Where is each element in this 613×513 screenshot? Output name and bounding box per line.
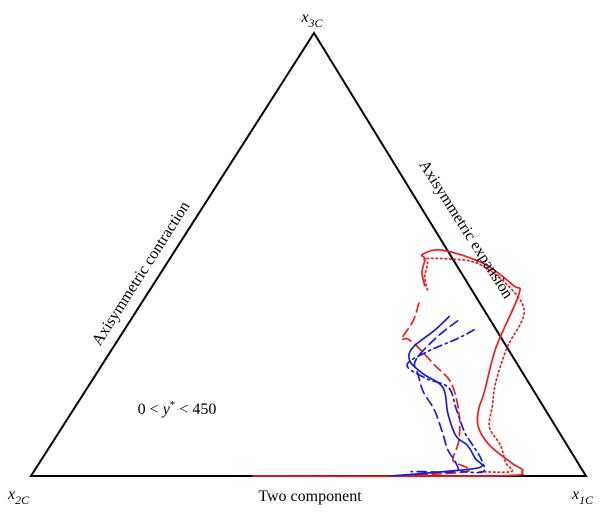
series-blue-dashdot-line bbox=[406, 328, 486, 474]
series-red-solid-line bbox=[252, 248, 524, 478]
range-annotation: 0 < y* < 450 bbox=[138, 399, 217, 418]
series-blue-solid-line bbox=[390, 315, 484, 477]
edge-label-two-component: Two component bbox=[258, 488, 362, 505]
series-layer bbox=[252, 248, 526, 478]
series-blue-dashed-line bbox=[410, 320, 460, 474]
series-red-dotted-line bbox=[423, 257, 526, 474]
series-red-dashed-line bbox=[390, 302, 471, 477]
edge-label-axisymmetric-contraction: Axisymmetric contraction bbox=[89, 198, 194, 348]
corner-label-x2c: x2C bbox=[7, 486, 30, 507]
corner-label-x1c: x1C bbox=[571, 486, 594, 507]
ternary-triangle bbox=[29, 31, 588, 477]
corner-label-x3c: x3C bbox=[300, 9, 323, 30]
